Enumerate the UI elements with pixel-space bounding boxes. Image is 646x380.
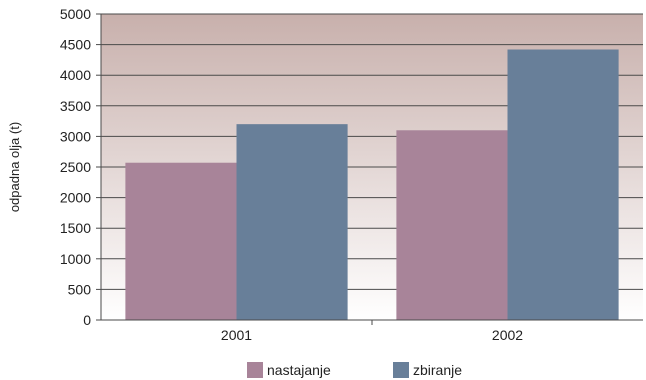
x-tick-label-2001: 2001 (221, 327, 252, 343)
legend-swatch-zbiranje (393, 362, 409, 378)
x-tick-label-2002: 2002 (492, 327, 523, 343)
y-tick-label-1000: 1000 (60, 251, 91, 267)
bar-chart: 0 500 1000 1500 2000 2500 3000 3500 4000 4500 5000… (7, 6, 643, 343)
y-tick-label-1500: 1500 (60, 220, 91, 236)
y-tick-label-0: 0 (83, 312, 91, 328)
y-tick-label-2000: 2000 (60, 190, 91, 206)
y-tick-label-3500: 3500 (60, 98, 91, 114)
legend: nastajanje zbiranje (0, 362, 646, 380)
y-tick-label-4000: 4000 (60, 67, 91, 83)
legend-item-zbiranje: zbiranje (393, 362, 462, 378)
bar-nastajanje-2001 (125, 162, 237, 320)
bars (125, 49, 619, 320)
bar-nastajanje-2002 (396, 130, 508, 320)
y-tick-label-3000: 3000 (60, 128, 91, 144)
legend-swatch-nastajanje (247, 362, 263, 378)
y-tick-label-2500: 2500 (60, 159, 91, 175)
y-axis-title: odpadna olja (t) (7, 122, 22, 212)
bar-zbiranje-2001 (236, 124, 348, 320)
legend-item-nastajanje: nastajanje (247, 362, 331, 378)
legend-label-zbiranje: zbiranje (413, 362, 463, 378)
axes (100, 14, 643, 325)
x-tick-labels: 2001 2002 (221, 327, 523, 343)
y-tick-labels: 0 500 1000 1500 2000 2500 3000 3500 4000 4500 5000 (60, 6, 91, 328)
y-tick-label-4500: 4500 (60, 37, 91, 53)
legend-label-nastajanje: nastajanje (267, 362, 331, 378)
y-tick-label-500: 500 (68, 281, 92, 297)
bar-zbiranje-2002 (507, 49, 619, 320)
y-tick-label-5000: 5000 (60, 6, 91, 22)
